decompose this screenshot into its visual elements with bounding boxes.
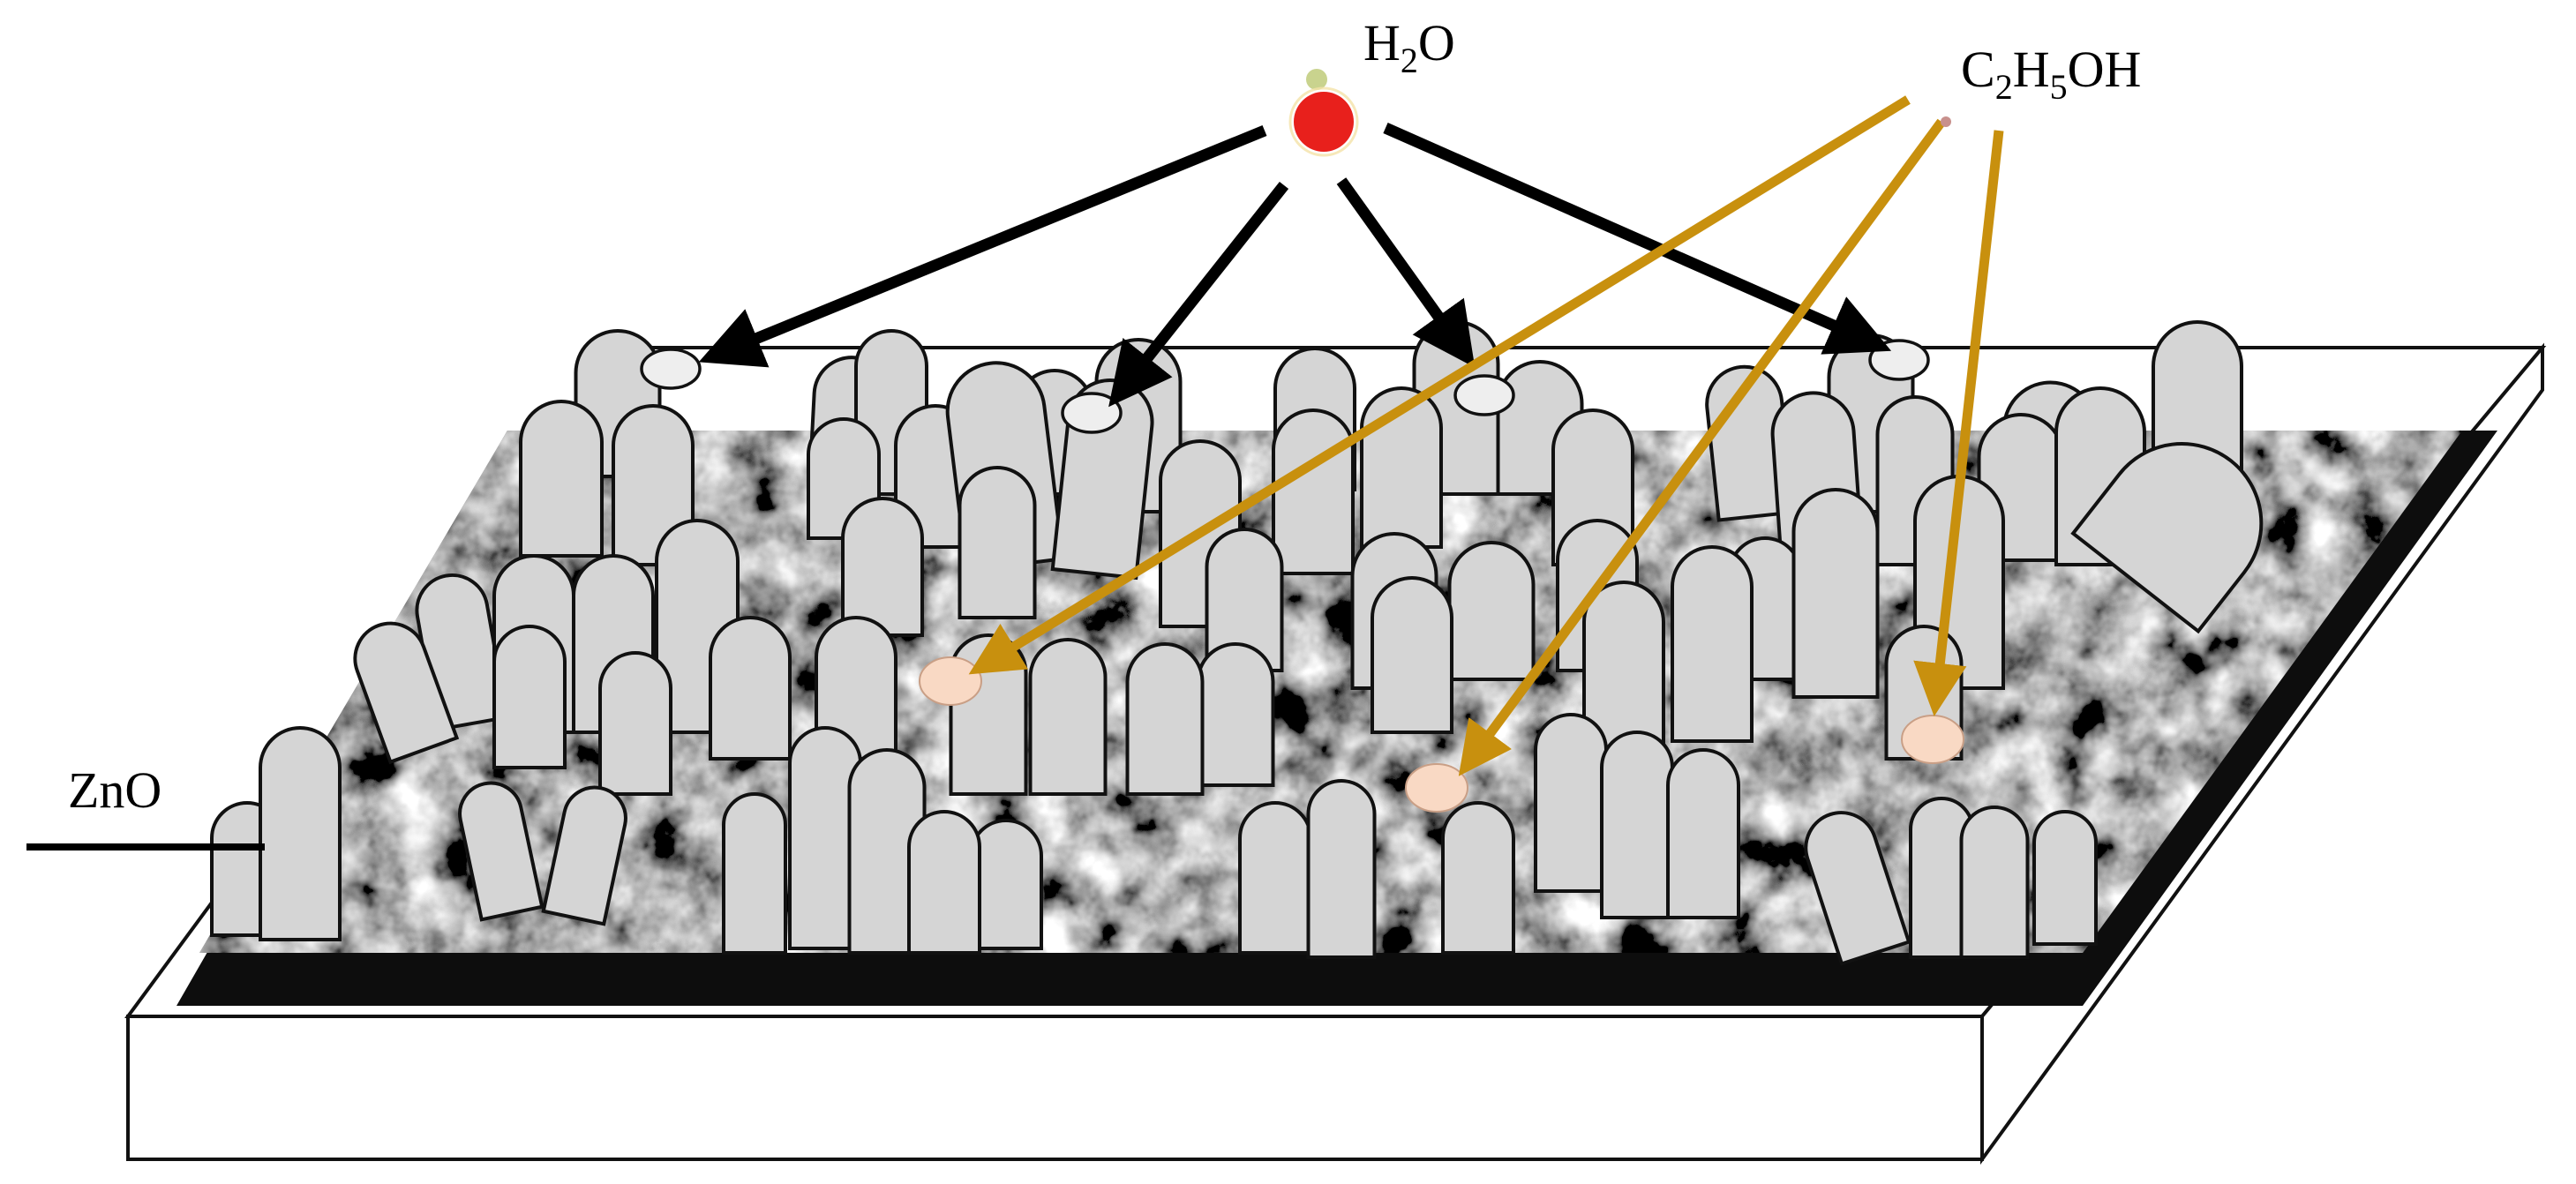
zno-nanorod	[788, 726, 862, 950]
zno-nanorod	[1125, 642, 1205, 796]
zno-nanorod	[458, 781, 544, 922]
arrow-icon	[1336, 177, 1476, 368]
zno-nanorod	[841, 497, 924, 637]
zno-nanorod	[1196, 642, 1275, 787]
zno-nanorod	[259, 726, 342, 941]
zno-nanorod	[1534, 713, 1608, 893]
zno-nanorod	[815, 616, 897, 761]
arrow-icon	[1108, 181, 1289, 408]
zno-nanorod	[1804, 811, 1911, 966]
zno-nanorod	[612, 404, 695, 566]
zno-nanorod	[1028, 638, 1108, 796]
zno-nanorod	[847, 748, 927, 955]
zno-nanorod	[1272, 408, 1355, 575]
ethanol-arrows	[968, 95, 2004, 776]
ethanol-source-dot	[1941, 116, 1951, 127]
zno-nanorod	[907, 810, 981, 955]
zno-nanorod	[958, 466, 1037, 619]
ethanol-label: C2H5OH	[1961, 41, 2141, 107]
water-adsorption-site	[1453, 374, 1515, 416]
zno-nanorod	[1371, 576, 1453, 734]
zno-nanorod	[722, 792, 787, 955]
arrow-icon	[698, 124, 1267, 368]
ethanol-molecule-icon	[1901, 715, 1964, 764]
zno-nanorod	[353, 621, 460, 765]
zno-nanorod	[2032, 810, 2098, 946]
zno-nanorod	[1205, 528, 1284, 672]
zno-nanorod	[1671, 545, 1754, 743]
arrow-icon	[1913, 130, 2004, 717]
zno-nanorod	[1441, 801, 1515, 955]
substrate-front	[126, 1015, 1984, 1161]
zno-nanorod	[1360, 386, 1443, 549]
ethanol-molecule-icon	[919, 656, 982, 706]
zno-nanorod	[709, 616, 792, 761]
ethanol-molecule-icon	[1405, 763, 1468, 813]
zno-nanorod	[1447, 541, 1536, 681]
zno-nanorod	[519, 400, 604, 558]
water-label: H2O	[1363, 14, 1455, 80]
zno-nanorod	[598, 651, 672, 796]
zno-label: ZnO	[68, 761, 161, 819]
zno-nanorod	[492, 625, 567, 769]
adsorbed-molecules	[640, 339, 1964, 813]
water-adsorption-site	[640, 348, 702, 390]
zno-nanorod	[1600, 731, 1674, 919]
arrow-icon	[1458, 118, 1946, 776]
zno-nanorod	[1791, 488, 1880, 699]
zno-nanorod	[2070, 442, 2264, 634]
zno-nanorod	[1666, 748, 1740, 919]
zno-nanorod	[1238, 801, 1312, 955]
zno-nanorod	[1306, 779, 1377, 959]
water-molecule-icon	[1288, 69, 1359, 157]
water-adsorption-site	[1061, 392, 1123, 434]
zno-nanorod	[1959, 806, 2030, 959]
zno-nanorod	[541, 785, 627, 926]
arrow-icon	[968, 95, 1911, 675]
